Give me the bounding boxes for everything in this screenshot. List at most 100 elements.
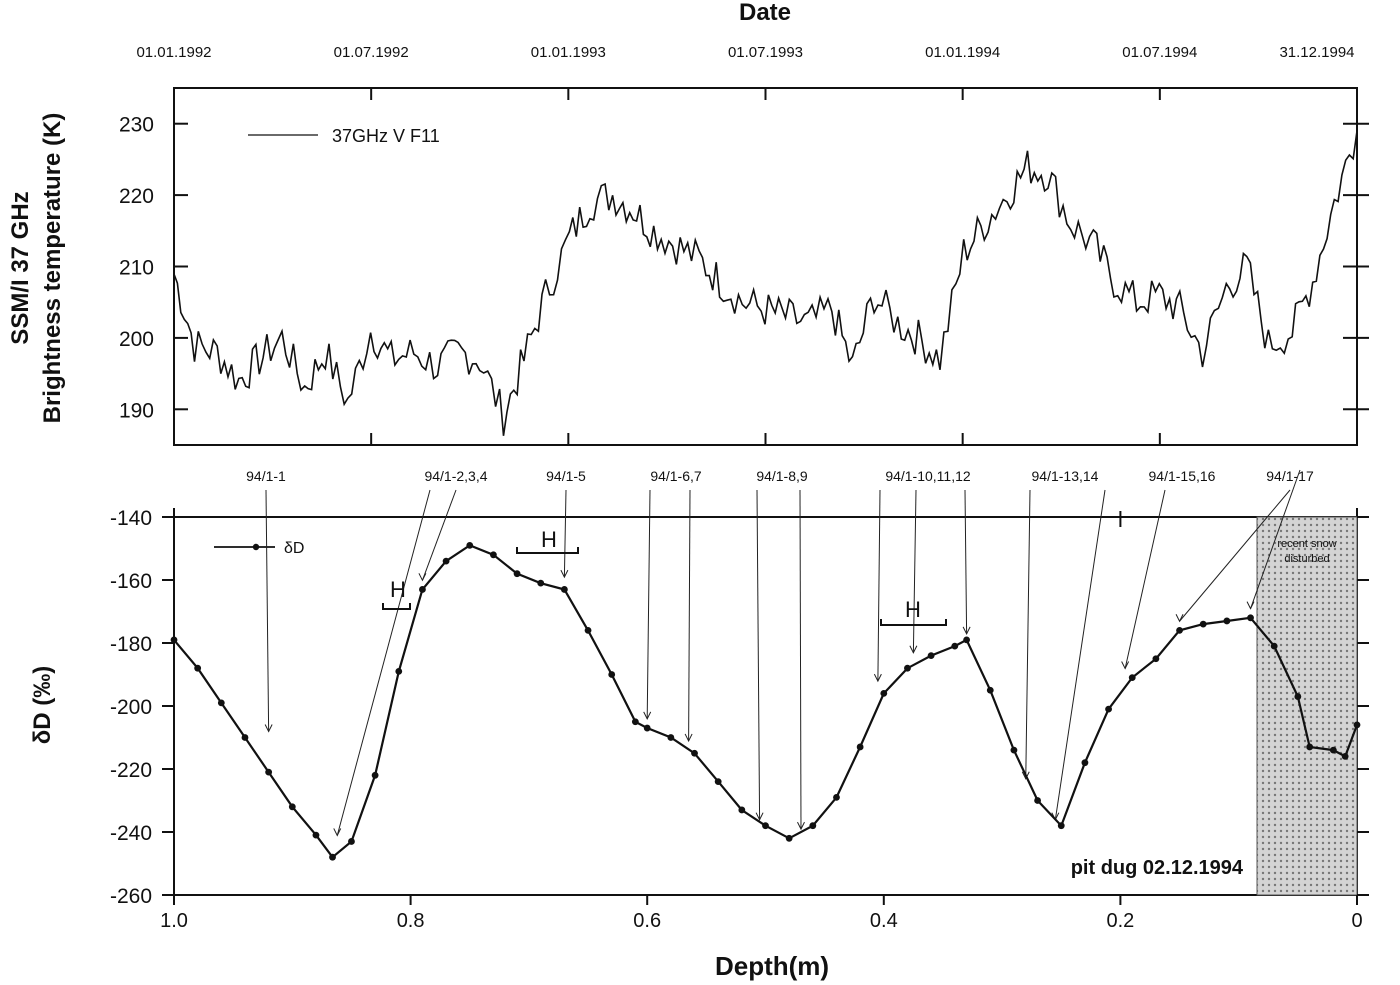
arrow-head xyxy=(1121,661,1130,670)
delta-d-point xyxy=(442,557,450,565)
upper-ytick-label: 210 xyxy=(119,257,154,280)
delta-d-point xyxy=(738,806,746,814)
upper-ytick-label: 190 xyxy=(119,399,154,422)
top-axis-title: Date xyxy=(739,0,791,26)
arrow-head xyxy=(962,626,971,635)
xlabel: Depth(m) xyxy=(715,951,829,981)
arrow-head xyxy=(755,812,764,821)
brightness-temperature-line xyxy=(173,130,1358,436)
correlation-arrow xyxy=(265,489,270,732)
correlation-arrow xyxy=(688,489,691,741)
delta-d-point xyxy=(265,768,273,776)
delta-d-point xyxy=(1105,705,1112,713)
lower-ytick-label: -140 xyxy=(110,507,152,530)
lower-legend: δD xyxy=(214,540,304,557)
delta-d-point xyxy=(1247,614,1254,622)
correlation-arrow xyxy=(563,489,567,578)
delta-d-point xyxy=(785,834,793,842)
delta-d-point xyxy=(584,627,592,634)
delta-d-point xyxy=(951,642,959,650)
correlation-arrow xyxy=(799,489,802,830)
correlation-arrow xyxy=(646,489,651,719)
delta-d-point xyxy=(490,551,497,559)
upper-y-ticks: 190 200 210 220 230 xyxy=(119,114,1369,422)
delta-d-point xyxy=(1152,655,1160,663)
h-mark-label: H xyxy=(541,527,557,552)
upper-legend-label: 37GHz V F11 xyxy=(332,126,440,146)
delta-d-point xyxy=(880,690,888,697)
lower-ytick-label: -200 xyxy=(110,696,152,719)
date-tick-label: 01.01.1994 xyxy=(925,44,1000,61)
delta-d-point xyxy=(170,636,178,644)
delta-d-series xyxy=(170,541,1361,861)
delta-d-point xyxy=(329,853,336,861)
delta-d-point xyxy=(1329,746,1337,754)
lower-ytick-label: -260 xyxy=(110,885,152,908)
delta-d-point xyxy=(395,667,403,675)
delta-d-point xyxy=(217,699,225,707)
lower-xtick-label: 1.0 xyxy=(160,910,188,932)
arrow-head xyxy=(684,733,693,743)
delta-d-point xyxy=(1010,746,1018,754)
upper-ytick-label: 220 xyxy=(119,185,154,208)
date-tick-label: 01.07.1993 xyxy=(728,44,803,61)
arrow-head xyxy=(873,673,882,683)
disturbed-region-label-1: recent snow xyxy=(1277,538,1336,550)
arrow-head xyxy=(643,711,652,721)
delta-d-point xyxy=(833,793,840,801)
delta-d-point xyxy=(241,734,249,741)
delta-d-point xyxy=(288,803,296,811)
sample-label: 94/1-10,11,12 xyxy=(885,468,971,484)
delta-d-point xyxy=(348,838,355,845)
delta-d-point xyxy=(1341,753,1349,760)
delta-d-point xyxy=(419,586,426,593)
date-tick-label: 31.12.1994 xyxy=(1279,44,1354,61)
delta-d-point xyxy=(371,771,379,779)
lower-ytick-label: -160 xyxy=(110,570,152,593)
delta-d-line xyxy=(173,544,1359,859)
lower-xtick-label: 0.2 xyxy=(1106,910,1134,932)
h-marks: H H H xyxy=(382,527,947,626)
correlation-arrow xyxy=(877,489,881,682)
lower-ylabel: δD (‰) xyxy=(29,666,56,745)
lower-xtick-label: 0.4 xyxy=(870,910,898,932)
upper-legend: 37GHz V F11 xyxy=(248,126,440,146)
delta-d-point xyxy=(1223,617,1231,625)
arrow-head xyxy=(560,569,569,579)
lower-xtick-label: 0 xyxy=(1351,910,1362,932)
delta-d-point xyxy=(608,671,616,678)
h-bracket xyxy=(382,603,411,610)
date-tick-label: 01.07.1992 xyxy=(334,44,409,61)
correlation-arrow xyxy=(964,489,968,634)
lower-ytick-label: -240 xyxy=(110,822,152,845)
delta-d-point xyxy=(631,718,639,726)
delta-d-point xyxy=(537,579,545,587)
date-tick-label: 01.01.1992 xyxy=(136,44,211,61)
h-mark-label: H xyxy=(905,597,921,622)
h-mark-label: H xyxy=(390,577,406,602)
sample-label: 94/1-1 xyxy=(246,468,286,484)
sample-labels: 94/1-1 94/1-2,3,4 94/1-5 94/1-6,7 94/1-8,9 94… xyxy=(246,468,1314,484)
delta-d-point xyxy=(904,664,911,672)
delta-d-point xyxy=(1081,759,1089,767)
delta-d-point xyxy=(560,586,568,593)
delta-d-point xyxy=(1199,620,1207,628)
delta-d-point xyxy=(1057,822,1065,830)
sample-label: 94/1-5 xyxy=(546,468,586,484)
date-tick-labels: 01.01.1992 01.07.1992 01.01.1993 01.07.1993… xyxy=(136,44,1358,445)
sample-label: 94/1-17 xyxy=(1266,468,1314,484)
arrow-head xyxy=(797,821,805,831)
lower-xtick-label: 0.6 xyxy=(633,910,661,932)
arrow-head xyxy=(1175,614,1184,623)
delta-d-point xyxy=(1294,693,1302,700)
correlation-arrow xyxy=(1124,489,1166,669)
correlation-arrow xyxy=(1054,489,1106,820)
delta-d-point xyxy=(667,734,675,741)
lower-ticks: -140 -160 -180 -200 -220 -240 -260 1.0 0.8 0.6 0.4… xyxy=(110,507,1369,932)
delta-d-point xyxy=(809,822,817,830)
disturbed-region-label-2: disturbed xyxy=(1284,553,1329,565)
correlation-arrow xyxy=(1250,469,1301,609)
sample-label: 94/1-15,16 xyxy=(1149,468,1216,484)
lower-ytick-label: -220 xyxy=(110,759,152,782)
